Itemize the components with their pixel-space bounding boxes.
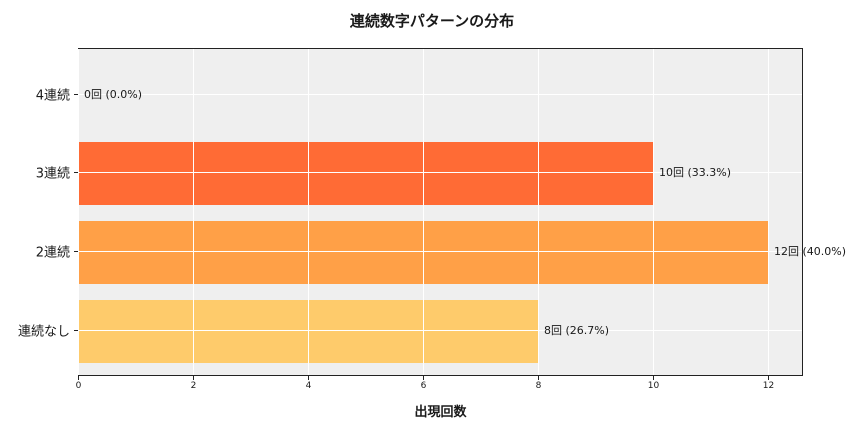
x-gridline [653,49,654,375]
x-gridline [768,49,769,375]
x-tick-label: 0 [75,381,82,391]
x-tick-label: 12 [762,381,775,391]
x-tick-label: 6 [420,381,427,391]
x-tick-label: 2 [190,381,197,391]
y-gridline [79,330,802,331]
x-tick [653,376,654,380]
y-tick-label: 連続なし [17,324,70,340]
y-gridline [79,94,802,95]
x-tick-label: 10 [647,381,660,391]
y-tick-label: 2連続 [35,245,70,261]
y-gridline [79,251,802,252]
bar-3 [79,299,539,363]
y-tick-label: 4連続 [35,88,70,104]
chart-title: 連続数字パターンの分布 [349,12,515,30]
x-gridline [423,49,424,375]
x-tick [538,376,539,380]
x-tick [78,376,79,380]
y-gridline [79,172,802,173]
x-axis-label: 出現回数 [414,405,467,420]
x-tick-label: 4 [305,381,312,391]
x-gridline [308,49,309,375]
x-tick [193,376,194,380]
bar-1 [79,141,654,205]
x-tick [308,376,309,380]
bar-2 [79,220,769,284]
y-tick-label: 3連続 [35,166,70,182]
plot-area [78,48,803,376]
x-tick-label: 8 [535,381,542,391]
x-gridline [193,49,194,375]
x-tick [768,376,769,380]
x-tick [423,376,424,380]
x-gridline [78,49,79,375]
x-gridline [538,49,539,375]
